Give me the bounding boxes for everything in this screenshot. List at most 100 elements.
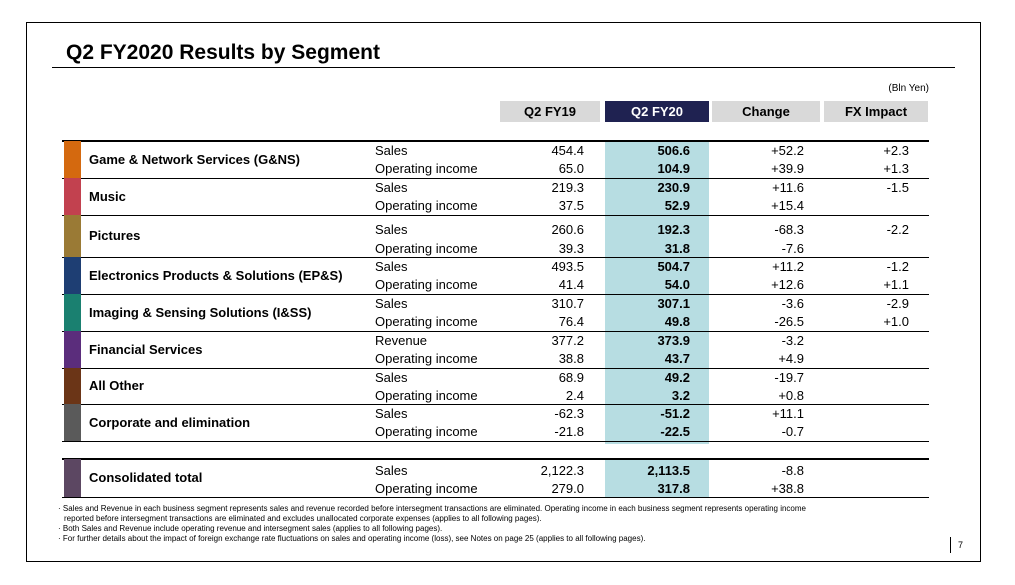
value-q2-fy20: 3.2 (671, 388, 690, 403)
value-q2-fy19: 493.5 (551, 259, 584, 274)
row-label: Operating income (375, 277, 478, 292)
row-label: Operating income (375, 161, 478, 176)
value-q2-fy20: 373.9 (657, 333, 690, 348)
value-q2-fy19: -62.3 (554, 406, 584, 421)
value-q2-fy20: 52.9 (664, 198, 690, 213)
row-label: Sales (375, 180, 408, 195)
value-q2-fy20: 49.2 (664, 370, 690, 385)
segment-name: Financial Services (89, 342, 203, 357)
page-number: 7 (958, 540, 964, 550)
segment-color-bar (64, 459, 81, 497)
row-label: Operating income (375, 351, 478, 366)
segment-divider (62, 178, 929, 179)
segment-divider (62, 294, 929, 295)
page-number-divider (950, 537, 951, 553)
column-header-q2-fy19: Q2 FY19 (500, 101, 600, 122)
row-label: Sales (375, 222, 408, 237)
row-label: Sales (375, 370, 408, 385)
segment-name: Consolidated total (89, 470, 203, 485)
value-change: +0.8 (778, 388, 804, 403)
row-label: Operating income (375, 198, 478, 213)
value-fx-impact: +1.3 (883, 161, 909, 176)
segment-color-bar (64, 178, 81, 215)
value-q2-fy20: -22.5 (660, 424, 690, 439)
row-label: Sales (375, 406, 408, 421)
value-q2-fy19: 65.0 (558, 161, 584, 176)
value-fx-impact: +1.1 (883, 277, 909, 292)
segment-name: Pictures (89, 228, 141, 243)
value-q2-fy20: 104.9 (657, 161, 690, 176)
row-label: Sales (375, 259, 408, 274)
value-q2-fy19: 377.2 (551, 333, 584, 348)
segment-color-bar (64, 404, 81, 441)
value-fx-impact: -1.5 (886, 180, 909, 195)
segment-color-bar (64, 141, 81, 178)
total-top-rule (62, 458, 929, 460)
value-q2-fy20: 31.8 (664, 241, 690, 256)
value-change: -19.7 (774, 370, 804, 385)
value-change: +52.2 (771, 143, 804, 158)
value-q2-fy20: 317.8 (657, 481, 690, 496)
value-change: -0.7 (781, 424, 804, 439)
value-q2-fy20: 504.7 (657, 259, 690, 274)
value-fx-impact: -2.2 (886, 222, 909, 237)
segment-name: Electronics Products & Solutions (EP&S) (89, 268, 343, 283)
value-change: -26.5 (774, 314, 804, 329)
row-label: Revenue (375, 333, 428, 348)
value-q2-fy20: 506.6 (657, 143, 690, 158)
unit-note: (Bln Yen) (888, 83, 929, 94)
footnote: · Both Sales and Revenue include operati… (58, 524, 443, 533)
value-q2-fy19: 41.4 (558, 277, 584, 292)
value-change: -8.8 (781, 463, 804, 478)
page-title: Q2 FY2020 Results by Segment (66, 41, 380, 64)
value-q2-fy20: 54.0 (664, 277, 690, 292)
value-change: -68.3 (774, 222, 804, 237)
row-label: Operating income (375, 388, 478, 403)
segment-name: Corporate and elimination (89, 415, 251, 430)
value-change: +15.4 (771, 198, 804, 213)
footnote: · For further details about the impact o… (58, 534, 646, 543)
value-q2-fy19: 219.3 (551, 180, 584, 195)
value-q2-fy19: 2,122.3 (540, 463, 584, 478)
value-change: -3.6 (781, 296, 804, 311)
value-q2-fy20: 307.1 (657, 296, 690, 311)
segment-divider (62, 331, 929, 332)
segment-divider (62, 257, 929, 258)
value-change: +38.8 (771, 481, 804, 496)
value-change: +11.1 (772, 406, 804, 421)
segment-color-bar (64, 368, 81, 404)
row-label: Operating income (375, 424, 478, 439)
value-q2-fy19: -21.8 (554, 424, 584, 439)
value-q2-fy19: 310.7 (551, 296, 584, 311)
value-change: +39.9 (771, 161, 804, 176)
value-change: +11.6 (772, 180, 804, 195)
value-q2-fy19: 39.3 (558, 241, 584, 256)
value-q2-fy20: 43.7 (664, 351, 690, 366)
column-header-change: Change (712, 101, 820, 122)
row-label: Sales (375, 143, 408, 158)
row-label: Sales (375, 463, 408, 478)
value-q2-fy19: 2.4 (565, 388, 584, 403)
value-q2-fy19: 37.5 (558, 198, 584, 213)
segment-color-bar (64, 215, 81, 257)
value-q2-fy20: 2,113.5 (647, 463, 690, 478)
segment-divider (62, 368, 929, 369)
value-fx-impact: -1.2 (886, 259, 909, 274)
segment-name: All Other (89, 378, 144, 393)
value-q2-fy20: 49.8 (664, 314, 690, 329)
footnote: · Sales and Revenue in each business seg… (58, 504, 806, 513)
footnote: reported before intersegment transaction… (64, 514, 542, 523)
segment-color-bar (64, 257, 81, 294)
current-period-highlight-total (605, 459, 709, 497)
segment-color-bar (64, 294, 81, 331)
segment-name: Imaging & Sensing Solutions (I&SS) (89, 305, 312, 320)
title-underline (52, 67, 955, 68)
value-fx-impact: +1.0 (883, 314, 909, 329)
segment-name: Music (89, 189, 126, 204)
value-change: +4.9 (778, 351, 804, 366)
value-q2-fy20: 230.9 (657, 180, 690, 195)
value-q2-fy19: 260.6 (551, 222, 584, 237)
segment-divider (62, 441, 929, 442)
column-header-fx-impact: FX Impact (824, 101, 928, 122)
current-period-highlight (605, 141, 709, 444)
